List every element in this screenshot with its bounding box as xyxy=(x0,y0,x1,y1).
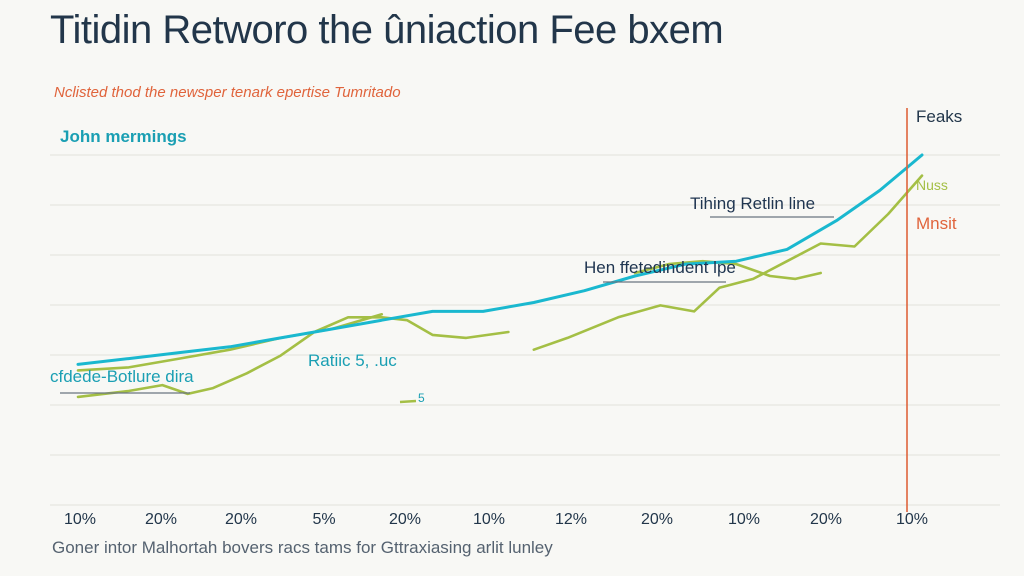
x-tick-labels: 10% 20% 20% 5% 20% 10% 12% 20% 10% 20% 10% xyxy=(64,511,928,528)
annotation-tick-mark: 5 xyxy=(418,391,425,405)
x-tick-label: 5% xyxy=(312,511,335,528)
series-line-green xyxy=(76,315,510,399)
annotation-ratio: Ratiic 5, .uc xyxy=(308,351,397,370)
annotation-tihing: Tihing Retlin line xyxy=(690,194,815,213)
legend-nuss: Nuss xyxy=(916,177,948,193)
annotation-john: John mermings xyxy=(60,127,187,146)
x-tick-label: 20% xyxy=(225,511,257,528)
x-tick-label: 20% xyxy=(810,511,842,528)
annotation-tick-stroke xyxy=(399,399,417,404)
legend-peaks: Feaks xyxy=(916,107,962,126)
chart-title: Titidin Retworo the ûniaction Fee bxem xyxy=(50,8,724,52)
x-tick-label: 12% xyxy=(555,511,587,528)
series-line-green xyxy=(633,259,823,281)
annotation-codede: cfdede-Botlure dira xyxy=(50,367,194,386)
series-line-cyan xyxy=(76,153,924,366)
legend-mnsit: Mnsit xyxy=(916,214,957,233)
x-tick-label: 10% xyxy=(473,511,505,528)
x-tick-label: 10% xyxy=(896,511,928,528)
chart-subtitle: Nclisted thod the newsper tenark epertis… xyxy=(54,84,401,101)
series-group xyxy=(76,153,924,399)
annotation-hen: Hen ffetedindent lpe xyxy=(584,258,736,277)
x-tick-label: 10% xyxy=(728,511,760,528)
chart-caption: Goner intor Malhortah bovers racs tams f… xyxy=(52,538,553,557)
x-tick-label: 20% xyxy=(389,511,421,528)
grid-lines xyxy=(50,154,1000,506)
x-tick-label: 10% xyxy=(64,511,96,528)
x-tick-label: 20% xyxy=(145,511,177,528)
x-tick-label: 20% xyxy=(641,511,673,528)
series-line-green xyxy=(532,174,924,352)
